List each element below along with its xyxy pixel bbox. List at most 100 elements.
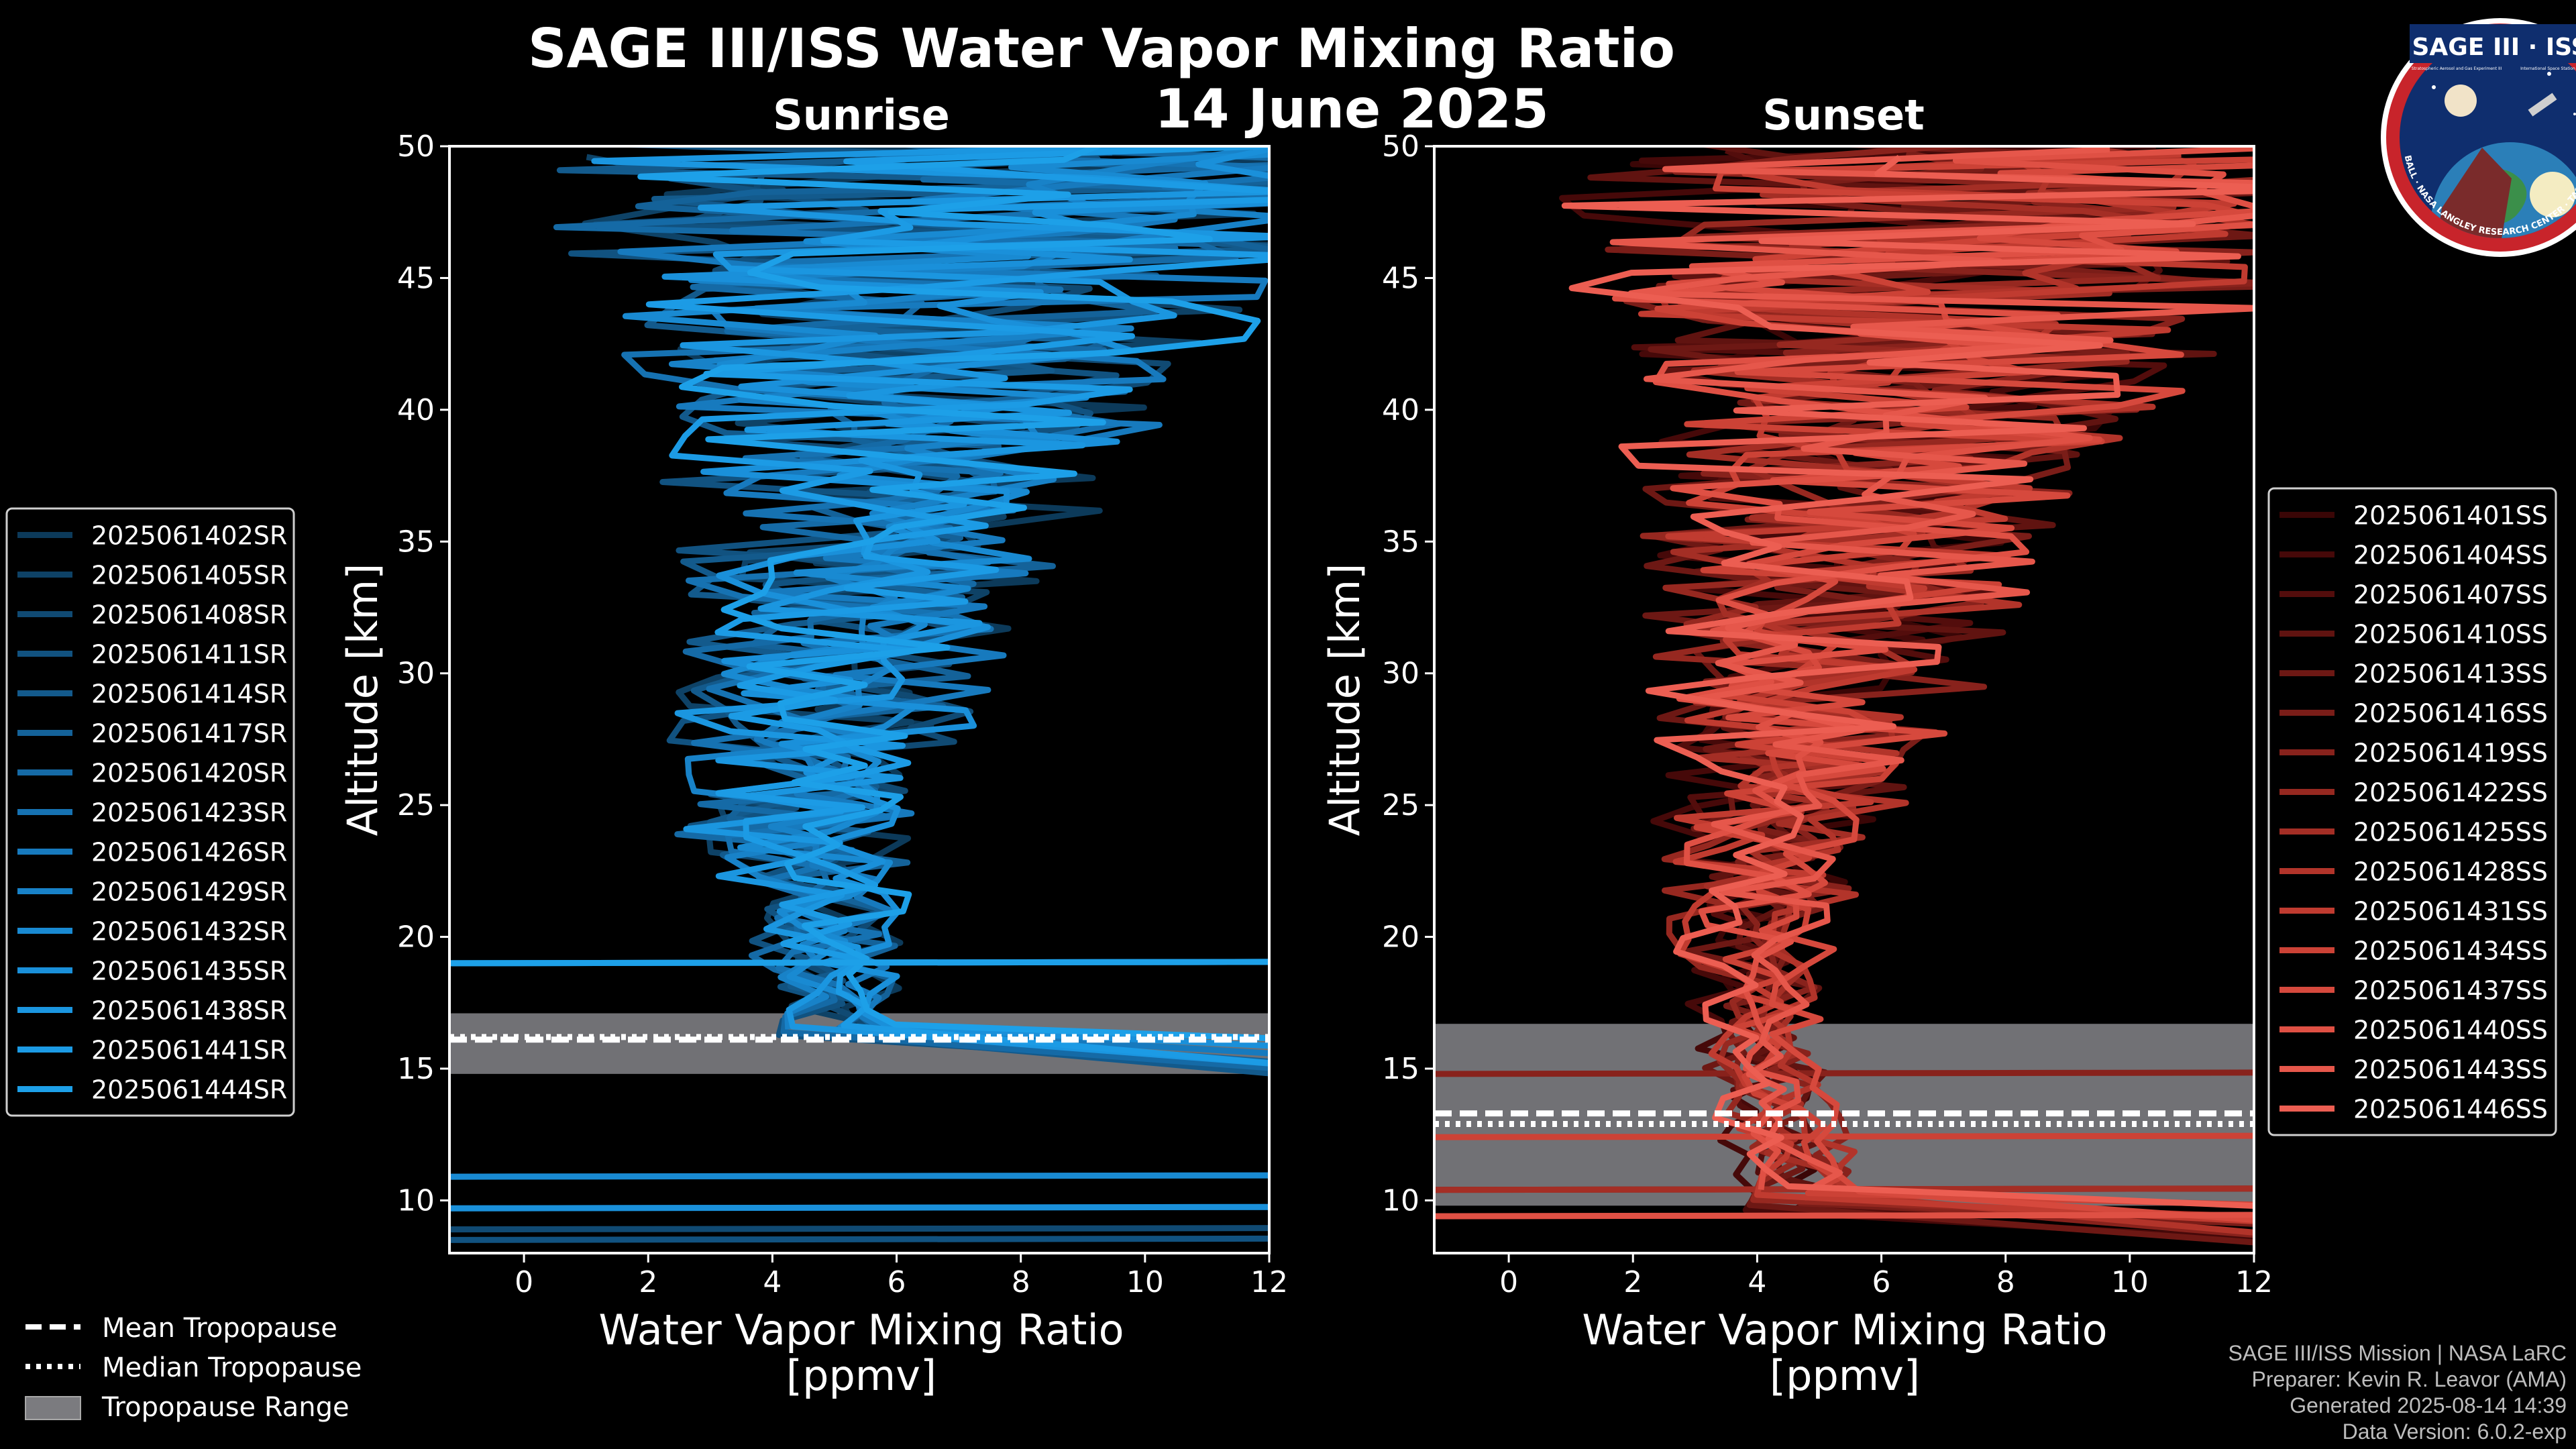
sunrise-profile-2025061444SR [637,146,1269,1042]
sunrise-ytick-label: 30 [397,657,435,691]
logo-banner [2410,24,2576,63]
sunrise-ytick-label: 35 [397,525,435,559]
sunset-xtick-label: 0 [1499,1265,1518,1299]
sunrise-ytick-label: 10 [397,1183,435,1218]
sunrise-profile-streak-2025061411SR [449,1235,1269,1243]
sunset-legend-label: 2025061422SS [2353,778,2548,808]
legend-tropopause-range: Tropopause Range [101,1392,350,1423]
sunset-ytick-label: 10 [1382,1183,1419,1218]
sunrise-ylabel: Altitude [km] [338,564,387,837]
astronomer-figure-icon [2431,148,2512,238]
sunset-profile-2025061446SS [1561,154,2254,1210]
footer-preparer: Preparer: Kevin R. Leavor (AMA) [2251,1367,2567,1391]
sunset-tropopause-marks [1434,1110,2254,1127]
tropopause-legend: Mean Tropopause Median Tropopause Tropop… [25,1313,362,1423]
sunset-profile-streak-2025061419SS [1434,1069,2254,1077]
sunrise-tropopause-marks [449,1034,1269,1043]
sunrise-legend-label: 2025061408SR [91,600,287,630]
sunrise-ytick-label: 45 [397,261,435,295]
sunset-axes-frame [1433,145,2255,1254]
sunrise-axes-frame [448,145,1271,1254]
sunrise-legend-label: 2025061423SR [91,798,287,828]
astronomer-head-icon [2445,85,2477,117]
sunset-ytick-label: 35 [1382,525,1419,559]
footer-generated: Generated 2025-08-14 14:39 [2290,1393,2567,1417]
figure-title: SAGE III/ISS Water Vapor Mixing Ratio [528,17,1675,80]
sunset-xtick-label: 10 [2111,1265,2149,1299]
sunset-profiles [1434,146,2254,1246]
sunrise-xlabel-units: [ppmv] [786,1351,936,1400]
sunrise-legend-label: 2025061420SR [91,759,287,788]
sunset-legend-label: 2025061437SS [2353,976,2548,1006]
sunset-ytick-label: 30 [1382,657,1419,691]
sunset-legend-frame [2267,487,2557,1136]
sunset-ytick-label: 40 [1382,393,1419,427]
footer-data-version: Data Version: 6.0.2-exp [2342,1419,2567,1444]
star-icon [2432,85,2436,89]
sunset-profile-2025061443SS [1609,146,2254,1191]
sunset-legend-label: 2025061428SS [2353,857,2548,887]
sunset-legend-label: 2025061401SS [2353,501,2548,531]
sunset-legend-label: 2025061431SS [2353,897,2548,926]
sunrise-profile-streak-2025061435SR [449,1203,1269,1212]
sunset-legend-label: 2025061434SS [2353,936,2548,966]
sunset-ylabel: Altitude [km] [1320,564,1369,837]
sunset-chart: 0 2 4 6 8 10 12 10 15 20 25 30 35 40 45 50 Water Vapor … [1320,129,2273,1400]
logo-top-text: SAGE III · ISS [2412,34,2576,61]
sunrise-ytick-label: 40 [397,393,435,427]
sunset-legend-label: 2025061410SS [2353,620,2548,649]
star-icon [2573,113,2576,115]
sunset-xtick-label: 6 [1872,1265,1891,1299]
sunrise-legend-label: 2025061429SR [91,877,287,907]
sunset-profile-streak-2025061434SS [1434,1132,2254,1140]
sunset-xtick-label: 2 [1623,1265,1642,1299]
sunrise-legend-label: 2025061417SR [91,719,287,749]
sunset-legend-label: 2025061416SS [2353,699,2548,729]
sunrise-chart: 0 2 4 6 8 10 12 10 15 20 25 30 35 40 45 50 Water Vapor … [338,129,1288,1400]
sun-icon [2530,172,2575,217]
sunset-ytick-label: 15 [1382,1052,1419,1086]
iss-icon [2528,93,2557,117]
sunset-profile-streak-2025061440SS [1434,1212,2254,1220]
sunrise-xtick-label: 2 [639,1265,657,1299]
sunrise-xtick-label: 12 [1250,1265,1288,1299]
star-icon [2547,72,2551,76]
sunset-legend-label: 2025061446SS [2353,1095,2548,1124]
sunrise-profile-streak-2025061408SR [449,1225,1269,1233]
logo-sub-text-right: International Space Station [2520,66,2575,71]
logo-sub-text-left: Stratospheric Aerosol and Gas Experiment… [2412,66,2502,71]
sunrise-ytick-label: 50 [397,129,435,164]
legend-median-tropopause: Median Tropopause [102,1352,362,1383]
sunrise-xtick-label: 4 [763,1265,782,1299]
footer-mission: SAGE III/ISS Mission | NASA LaRC [2228,1341,2567,1365]
sunset-ytick-label: 20 [1382,920,1419,955]
sunrise-ytick-label: 25 [397,788,435,822]
sunrise-legend-label: 2025061432SR [91,917,287,947]
sunset-legend-label: 2025061419SS [2353,739,2548,768]
sunset-xtick-label: 12 [2235,1265,2273,1299]
sunrise-xtick-label: 6 [888,1265,906,1299]
sunrise-legend-label: 2025061426SR [91,838,287,867]
sunset-legend-label: 2025061404SS [2353,541,2548,570]
sunrise-legend-label: 2025061411SR [91,640,287,669]
sunrise-legend: 2025061402SR 2025061405SR 2025061408SR 2025… [5,507,295,1117]
sunrise-axes: 0 2 4 6 8 10 12 10 15 20 25 30 35 40 45 50 [397,129,1288,1299]
sunrise-legend-label: 2025061441SR [91,1036,287,1065]
figure-date: 14 June 2025 [1155,78,1549,140]
sunset-xtick-label: 8 [1996,1265,2015,1299]
sunrise-ytick-label: 20 [397,920,435,955]
sunset-profile-2025061437SS [1666,146,2254,1224]
sunset-ytick-label: 50 [1382,129,1419,164]
sunset-ytick-label: 45 [1382,261,1419,295]
sunset-xlabel-units: [ppmv] [1770,1351,1920,1400]
sunset-legend-label: 2025061425SS [2353,818,2548,847]
tropopause-range-swatch [25,1396,81,1420]
sunrise-xtick-label: 8 [1012,1265,1030,1299]
sunrise-legend-label: 2025061402SR [91,521,287,551]
sunset-panel-title: Sunset [1762,91,1925,140]
sunrise-xlabel: Water Vapor Mixing Ratio [598,1305,1124,1354]
sunrise-xtick-label: 0 [515,1265,533,1299]
sunset-profile-2025061431SS [1638,151,2254,1225]
sunrise-xtick-label: 10 [1126,1265,1164,1299]
